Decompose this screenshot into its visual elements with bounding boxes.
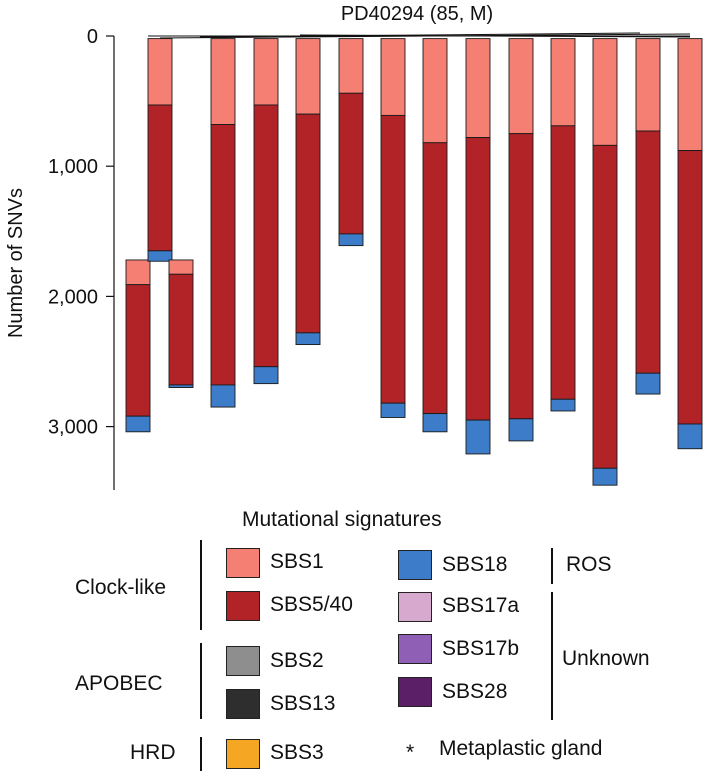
bar-segment-sbs5-40 <box>210 124 236 386</box>
bar-segment-sbs1 <box>210 38 236 125</box>
bar-segment-sbs1 <box>147 38 173 106</box>
bar-segment-sbs1 <box>338 38 364 94</box>
bar-segment-sbs18 <box>465 419 491 455</box>
phylogeny-line <box>199 32 641 38</box>
bar-segment-sbs1 <box>550 38 576 127</box>
bar-segment-sbs18 <box>125 415 151 433</box>
bar-segment-sbs5-40 <box>635 130 661 374</box>
bar-segment-sbs1 <box>168 259 194 275</box>
bar-segment-sbs18 <box>635 372 661 395</box>
y-axis-ticks: 0 1,000 2,000 3,000 <box>48 26 114 439</box>
bar-segment-sbs5-40 <box>465 137 491 421</box>
bar-segment-sbs18 <box>168 384 194 388</box>
bar-segment-sbs1 <box>253 38 279 106</box>
bar-segment-sbs1 <box>125 259 151 286</box>
bar-segment-sbs1 <box>635 38 661 132</box>
bar-segment-sbs1 <box>422 38 448 144</box>
bar-segment-sbs5-40 <box>677 150 703 425</box>
bar-segment-sbs5-40 <box>338 92 364 235</box>
bar-segment-sbs18 <box>380 402 406 418</box>
y-tick-label: 0 <box>87 26 98 48</box>
chart-title: PD40294 (85, M) <box>341 3 493 25</box>
bar-segment-sbs18 <box>508 418 534 442</box>
bar-segment-sbs18 <box>550 398 576 412</box>
bar-segment-sbs18 <box>210 384 236 408</box>
phylogeny-line <box>299 34 691 38</box>
bar-segment-sbs1 <box>592 38 618 146</box>
bar-segment-sbs5-40 <box>253 104 279 368</box>
y-axis-label: Number of SNVs <box>5 188 27 338</box>
bar-segment-sbs18 <box>338 233 364 247</box>
bar-segment-sbs18 <box>147 250 173 262</box>
y-tick-label: 2,000 <box>48 286 98 308</box>
bar-segment-sbs18 <box>253 366 279 385</box>
y-tick-label: 1,000 <box>48 156 98 178</box>
bar-segment-sbs1 <box>677 38 703 152</box>
bar-segment-sbs18 <box>677 423 703 450</box>
bar-segment-sbs5-40 <box>508 133 534 420</box>
phylogeny-lines <box>148 32 691 39</box>
bar-segment-sbs1 <box>295 38 321 115</box>
bar-segment-sbs18 <box>295 332 321 346</box>
bars <box>125 38 703 486</box>
y-tick-label: 3,000 <box>48 417 98 439</box>
bar-segment-sbs5-40 <box>125 284 151 417</box>
bar-segment-sbs5-40 <box>422 142 448 415</box>
bar-segment-sbs5-40 <box>380 114 406 404</box>
bar-segment-sbs5-40 <box>168 273 194 386</box>
bar-segment-sbs5-40 <box>295 113 321 334</box>
bar-segment-sbs1 <box>508 38 534 135</box>
bar-segment-sbs18 <box>592 467 618 486</box>
bar-segment-sbs1 <box>465 38 491 139</box>
bar-segment-sbs5-40 <box>550 125 576 400</box>
bar-segment-sbs5-40 <box>592 144 618 469</box>
bar-segment-sbs1 <box>380 38 406 116</box>
bar-segment-sbs18 <box>422 413 448 433</box>
bar-segment-sbs5-40 <box>147 104 173 252</box>
